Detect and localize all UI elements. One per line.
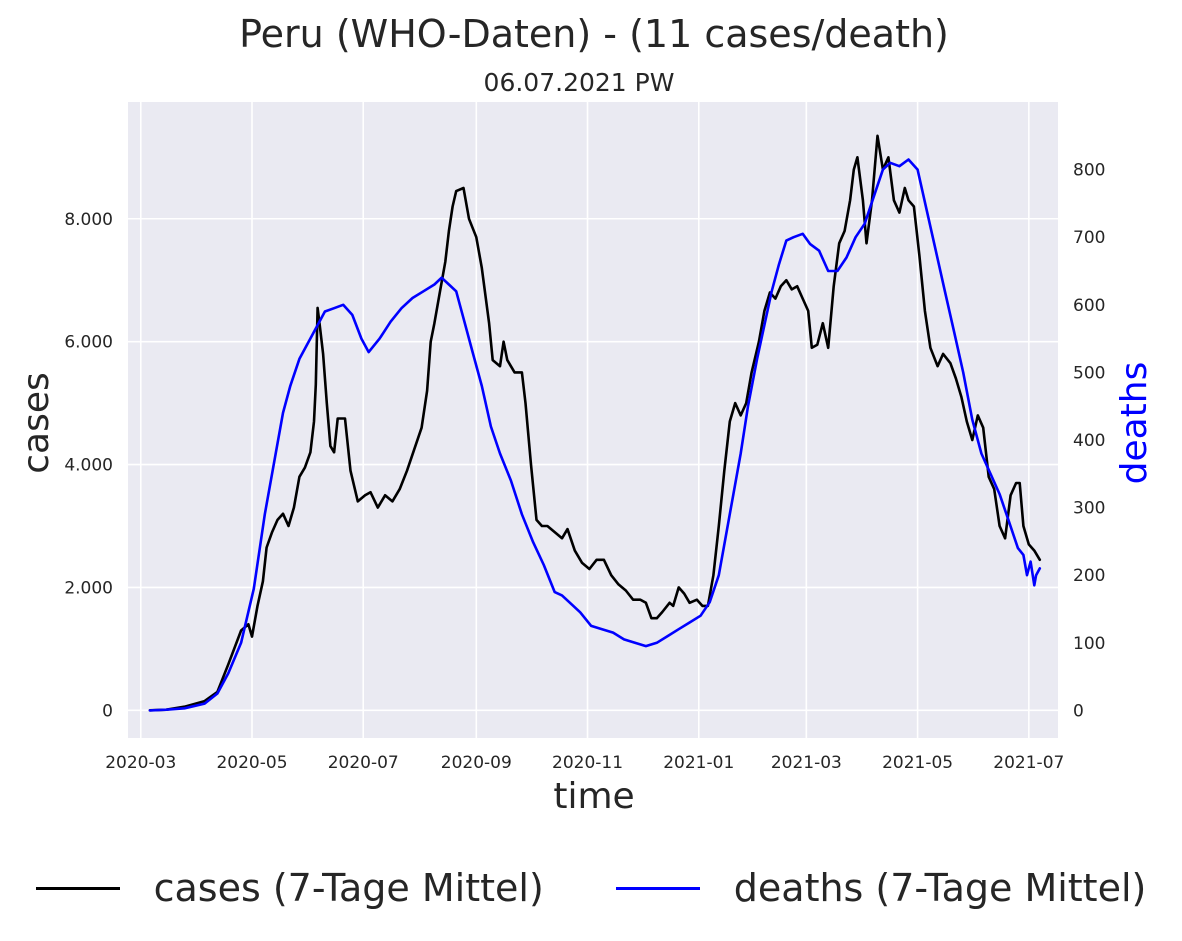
deaths-line — [148, 158, 1042, 712]
y-right-tick-label: 300 — [1073, 499, 1105, 519]
y-right-tick-label: 500 — [1073, 363, 1105, 383]
y-right-tick-label: 100 — [1073, 634, 1105, 654]
y-right-tick-label: 800 — [1073, 161, 1105, 181]
chart-title: Peru (WHO-Daten) - (11 cases/death) — [239, 12, 949, 56]
x-tick-label: 2020-03 — [105, 753, 176, 773]
y-left-axis-ticks: 0 2.000 4.000 6.000 8.000 — [64, 210, 113, 722]
y-left-tick-label: 6.000 — [64, 333, 113, 353]
plot-area — [128, 102, 1058, 738]
x-axis-ticks: 2020-03 2020-05 2020-07 2020-09 2020-11 2021-… — [105, 753, 1064, 773]
x-tick-label: 2021-01 — [663, 753, 734, 773]
legend-swatch-deaths — [615, 886, 700, 890]
y-right-tick-label: 400 — [1073, 431, 1105, 451]
series-layer — [148, 134, 1042, 712]
y-right-axis-label: deaths — [1114, 362, 1155, 485]
legend-item-cases: cases (7-Tage Mittel) — [35, 866, 544, 910]
x-tick-label: 2020-09 — [441, 753, 512, 773]
legend-label-cases: cases (7-Tage Mittel) — [153, 866, 544, 910]
y-right-tick-label: 600 — [1073, 296, 1105, 316]
x-axis-label: time — [553, 776, 634, 817]
y-left-tick-label: 2.000 — [64, 578, 113, 598]
x-tick-label: 2020-05 — [216, 753, 287, 773]
x-tick-label: 2020-11 — [552, 753, 623, 773]
x-tick-label: 2020-07 — [328, 753, 399, 773]
y-left-tick-label: 8.000 — [64, 210, 113, 230]
y-right-tick-label: 700 — [1073, 228, 1105, 248]
y-left-axis-label: cases — [16, 372, 57, 474]
x-tick-label: 2021-07 — [993, 753, 1064, 773]
y-left-tick-label: 4.000 — [64, 456, 113, 476]
cases-line — [148, 134, 1042, 712]
chart-subtitle: 06.07.2021 PW — [484, 68, 675, 97]
y-left-tick-label: 0 — [102, 701, 113, 721]
legend-swatch-cases — [35, 886, 120, 890]
legend-item-deaths: deaths (7-Tage Mittel) — [615, 866, 1147, 910]
y-right-tick-label: 0 — [1073, 701, 1084, 721]
legend: cases (7-Tage Mittel) deaths (7-Tage Mit… — [0, 858, 1182, 918]
legend-label-deaths: deaths (7-Tage Mittel) — [733, 866, 1147, 910]
x-tick-label: 2021-05 — [882, 753, 953, 773]
x-tick-label: 2021-03 — [771, 753, 842, 773]
y-right-axis-ticks: 0 100 200 300 400 500 600 700 800 — [1073, 161, 1105, 722]
grid-lines — [128, 102, 1058, 738]
y-right-tick-label: 200 — [1073, 566, 1105, 586]
